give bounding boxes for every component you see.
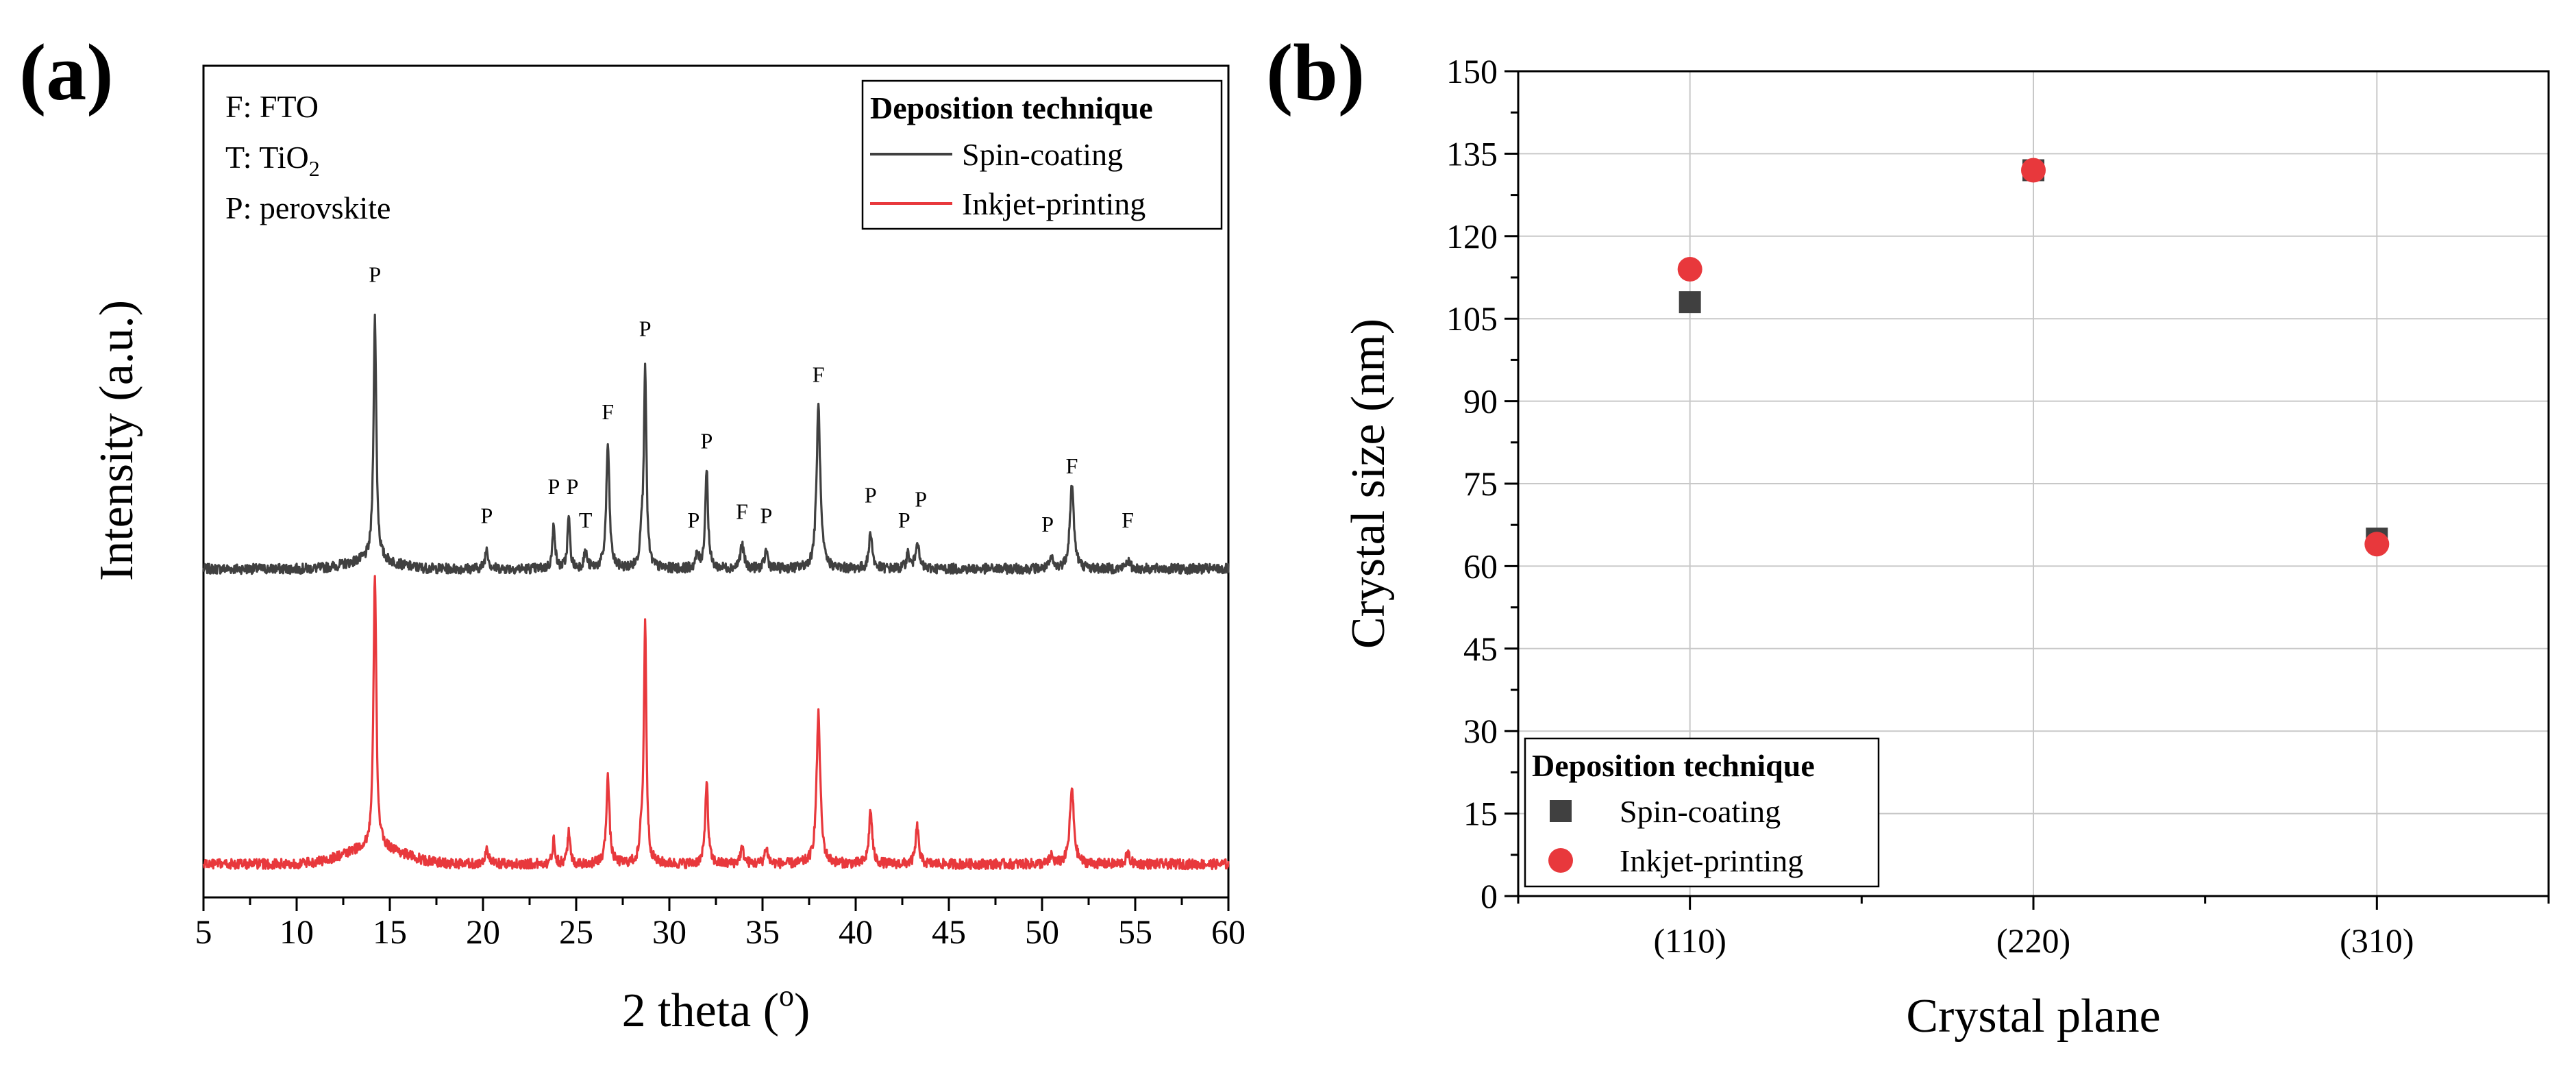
x-tick-label-a: 5 [195, 912, 212, 951]
key-entry: P: perovskite [225, 190, 391, 225]
x-tick-label-a: 20 [466, 912, 500, 951]
peak-label: P [1041, 512, 1054, 536]
data-point-spin-coating [1679, 291, 1701, 314]
peak-label: P [915, 486, 927, 511]
y-tick-label-b: 135 [1446, 134, 1498, 173]
x-axis-label-b: Crystal plane [1906, 990, 2160, 1043]
key-entry: T: TiO2 [225, 140, 320, 181]
data-point-inkjet-printing [2364, 532, 2390, 557]
legend-marker-square [1550, 800, 1572, 822]
x-tick-label-b: (220) [1996, 921, 2070, 960]
x-tick-label-b: (310) [2340, 921, 2414, 960]
data-point-inkjet-printing [2021, 158, 2046, 183]
y-tick-label-b: 30 [1463, 712, 1498, 750]
peak-label: P [567, 474, 579, 499]
x-axis-label-superscript: o [779, 979, 794, 1013]
peak-label: P [481, 504, 493, 528]
y-tick-label-b: 0 [1481, 877, 1498, 915]
key-entry: F: FTO [225, 89, 319, 124]
x-axis-label-end: ) [794, 984, 810, 1037]
data-point-inkjet-printing [1677, 256, 1702, 282]
y-tick-label-b: 75 [1463, 464, 1498, 503]
x-tick-label-a: 60 [1211, 912, 1246, 951]
series-line-inkjet-printing [202, 575, 1230, 871]
legend-box-b [1524, 737, 1880, 888]
y-tick-label-b: 90 [1463, 382, 1498, 421]
x-tick-label-a: 25 [559, 912, 593, 951]
x-axis-label-a: 2 theta (o) [622, 979, 810, 1037]
x-tick-label-b: (110) [1653, 921, 1726, 960]
legend-a: Deposition technique Spin-coating Inkjet-p… [861, 79, 1223, 230]
x-tick-label-a: 45 [932, 912, 966, 951]
legend-title-a: Deposition technique [870, 90, 1153, 125]
legend-b: Deposition technique Spin-coating Inkjet-p… [1524, 737, 1880, 888]
y-axis-label-b: Crystal size (nm) [1342, 319, 1395, 649]
key-entry-text: F: FTO [225, 89, 319, 124]
peak-label: F [602, 399, 614, 424]
peak-label: P [369, 262, 381, 287]
x-tick-label-a: 30 [652, 912, 686, 951]
panel-b-crystal-size-chart: (b) 0 15 30 45 60 75 90 105 120 135 150 (110) (220) (… [1266, 27, 2550, 1043]
series-line-spin-coating [202, 313, 1230, 575]
peak-label: P [701, 428, 713, 453]
y-tick-label-b: 45 [1463, 630, 1498, 668]
peak-label: F [736, 499, 748, 524]
peak-label: P [898, 508, 911, 532]
y-tick-label-b: 150 [1446, 52, 1498, 90]
y-tick-label-b: 105 [1446, 299, 1498, 338]
peak-label: P [760, 504, 773, 528]
key-entry-text: P: perovskite [225, 190, 391, 225]
x-tick-label-a: 55 [1118, 912, 1152, 951]
peak-label: P [639, 316, 652, 341]
peak-label: F [1122, 508, 1134, 532]
panel-label-a: (a) [19, 27, 114, 117]
y-axis-label-a: Intensity (a.u.) [90, 300, 143, 581]
x-tick-label-a: 10 [280, 912, 314, 951]
plot-area-b: 0 15 30 45 60 75 90 105 120 135 150 (110) (220) (310)… [1342, 52, 2550, 1043]
peak-label: T [579, 508, 593, 532]
y-tick-label-b: 15 [1463, 795, 1498, 833]
legend-entry-b: Spin-coating [1620, 794, 1781, 829]
legend-entry-a: Inkjet-printing [962, 186, 1145, 221]
peak-label: P [687, 508, 699, 532]
x-axis-label-text: 2 theta ( [622, 984, 779, 1037]
legend-entry-b: Inkjet-printing [1620, 843, 1803, 878]
x-tick-label-a: 40 [839, 912, 873, 951]
peak-label: P [547, 474, 560, 499]
x-tick-label-a: 15 [373, 912, 407, 951]
key-entry-text: T: TiO [225, 140, 309, 175]
y-tick-label-b: 120 [1446, 217, 1498, 256]
panel-label-b: (b) [1266, 27, 1365, 117]
y-tick-label-b: 60 [1463, 547, 1498, 585]
peak-label: F [813, 362, 825, 386]
legend-entry-a: Spin-coating [962, 137, 1123, 172]
legend-title-b: Deposition technique [1532, 748, 1815, 783]
legend-marker-circle [1548, 848, 1573, 873]
x-tick-label-a: 35 [745, 912, 780, 951]
peak-label: P [865, 482, 877, 507]
peak-label: F [1066, 454, 1078, 478]
key-entry-subscript: 2 [309, 156, 320, 181]
x-tick-label-a: 50 [1025, 912, 1059, 951]
